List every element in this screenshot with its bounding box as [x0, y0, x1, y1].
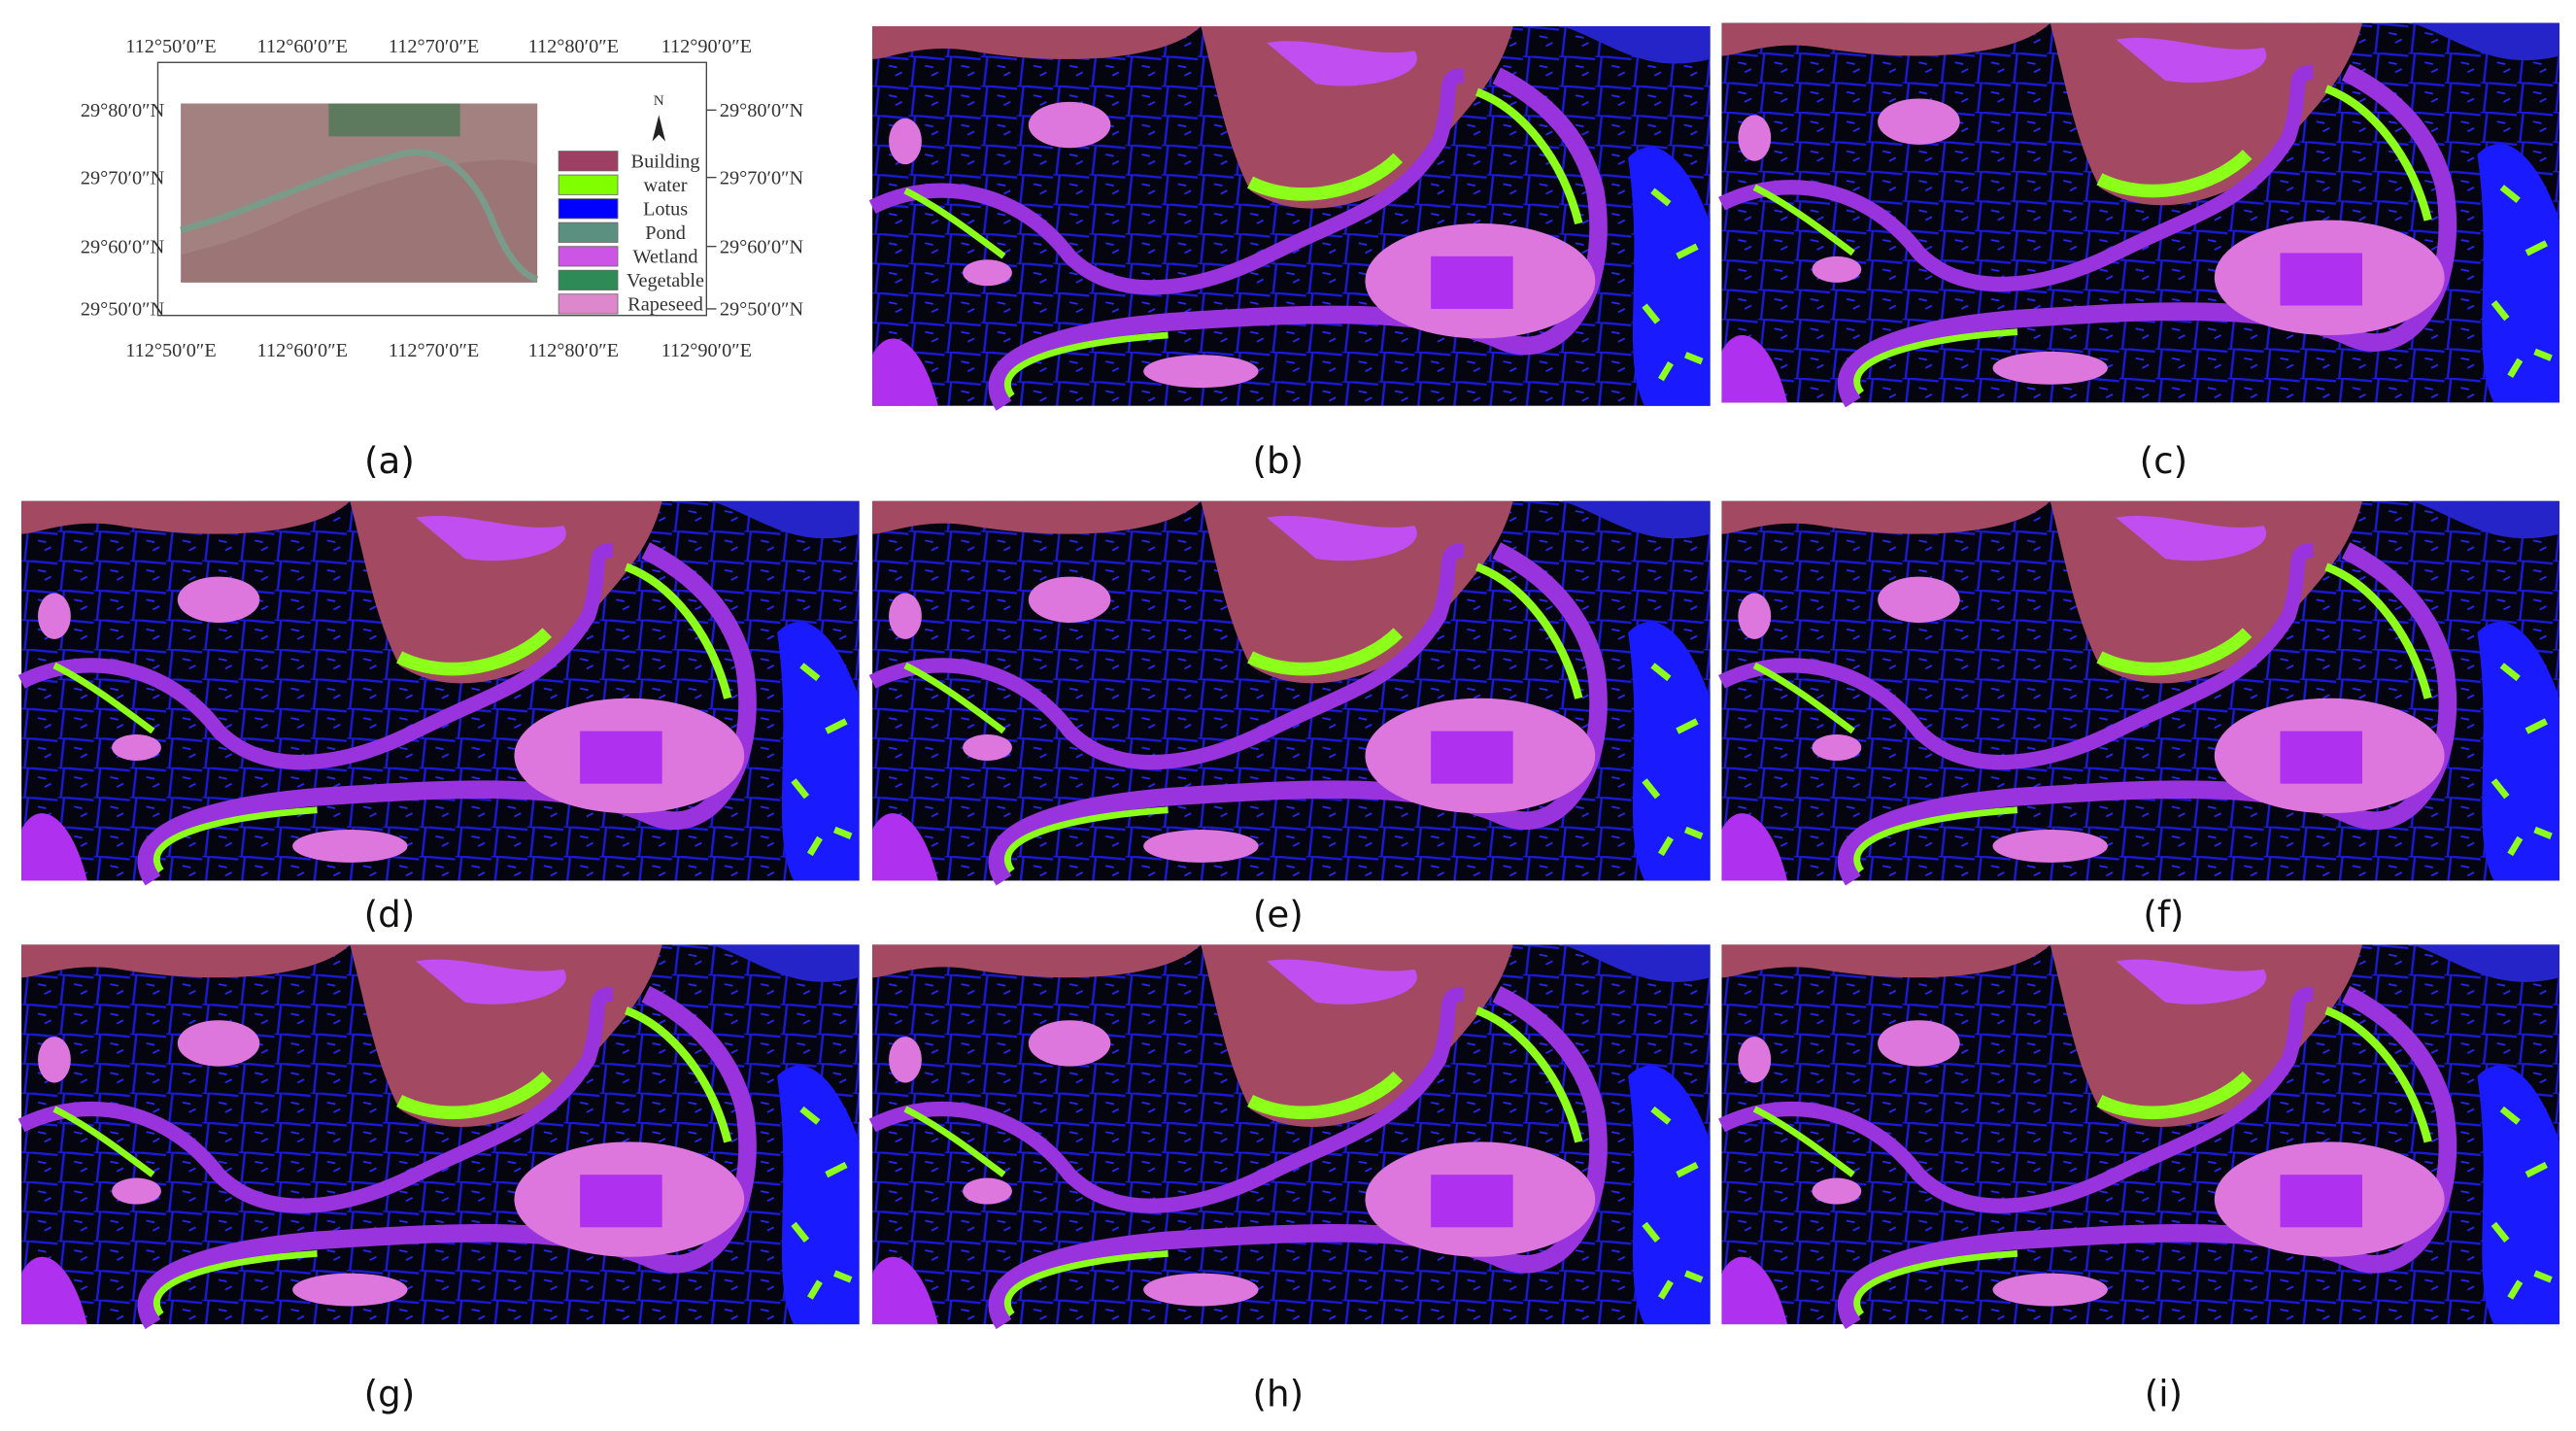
classification-map — [1721, 944, 2559, 1324]
left-tick-label: 29°50′0″N — [81, 299, 165, 321]
legend-swatch — [558, 198, 619, 220]
top-tick-label: 112°90′0″E — [661, 36, 752, 57]
classification-map — [872, 501, 1710, 881]
top-tick-label: 112°50′0″E — [125, 36, 216, 57]
panel-caption: (f) — [2143, 893, 2184, 936]
legend-swatch — [558, 269, 619, 290]
legend-swatch — [558, 293, 619, 315]
bottom-tick-label: 112°60′0″E — [257, 340, 348, 361]
panel-caption: (e) — [1253, 893, 1304, 936]
panel-caption: (b) — [1253, 439, 1305, 482]
legend-label: Pond — [645, 222, 686, 244]
map-frame — [156, 61, 708, 317]
panel-a — [156, 61, 708, 317]
north-label: N — [654, 92, 664, 109]
top-tick-label: 112°70′0″E — [389, 36, 479, 57]
panel-caption: (c) — [2140, 439, 2187, 482]
bottom-tick-label: 112°90′0″E — [661, 340, 752, 361]
left-tick-label: 29°70′0″N — [81, 167, 165, 188]
river — [180, 149, 539, 283]
left-tick-label: 29°60′0″N — [81, 236, 165, 257]
classification-map — [1721, 501, 2559, 881]
bottom-tick-label: 112°50′0″E — [125, 340, 216, 361]
panel-caption: (g) — [364, 1373, 416, 1415]
legend-swatch — [558, 246, 619, 267]
bottom-tick-label: 112°80′0″E — [528, 340, 619, 361]
classification-map — [1721, 23, 2559, 403]
right-tick-label: 29°70′0″N — [720, 167, 804, 188]
urban-area — [181, 103, 538, 256]
right-tick-label: 29°80′0″N — [720, 100, 804, 121]
legend-label: Building — [631, 151, 700, 172]
classification-map — [21, 944, 859, 1324]
legend-swatch — [558, 151, 619, 172]
legend-label: Vegetable — [627, 270, 704, 291]
panel-caption: (d) — [364, 893, 416, 936]
panel-caption: (a) — [364, 439, 415, 482]
right-tick-label: 29°60′0″N — [720, 236, 804, 257]
classification-map — [872, 26, 1710, 406]
classification-map — [21, 501, 859, 881]
left-tick-label: 29°80′0″N — [81, 100, 165, 121]
legend-swatch — [558, 221, 619, 243]
vegetation-area — [328, 103, 460, 137]
top-tick-label: 112°60′0″E — [257, 36, 348, 57]
legend-label: Lotus — [643, 199, 688, 221]
right-tick-label: 29°50′0″N — [720, 299, 804, 321]
panel-caption: (i) — [2145, 1373, 2183, 1415]
bottom-tick-label: 112°70′0″E — [389, 340, 479, 361]
legend-label: water — [644, 175, 688, 196]
north-arrow — [652, 115, 666, 142]
legend-label: Wetland — [633, 247, 698, 268]
legend-swatch — [558, 174, 619, 195]
top-tick-label: 112°80′0″E — [528, 36, 619, 57]
classification-map — [872, 944, 1710, 1324]
legend-label: Rapeseed — [627, 294, 703, 316]
panel-caption: (h) — [1253, 1373, 1305, 1415]
